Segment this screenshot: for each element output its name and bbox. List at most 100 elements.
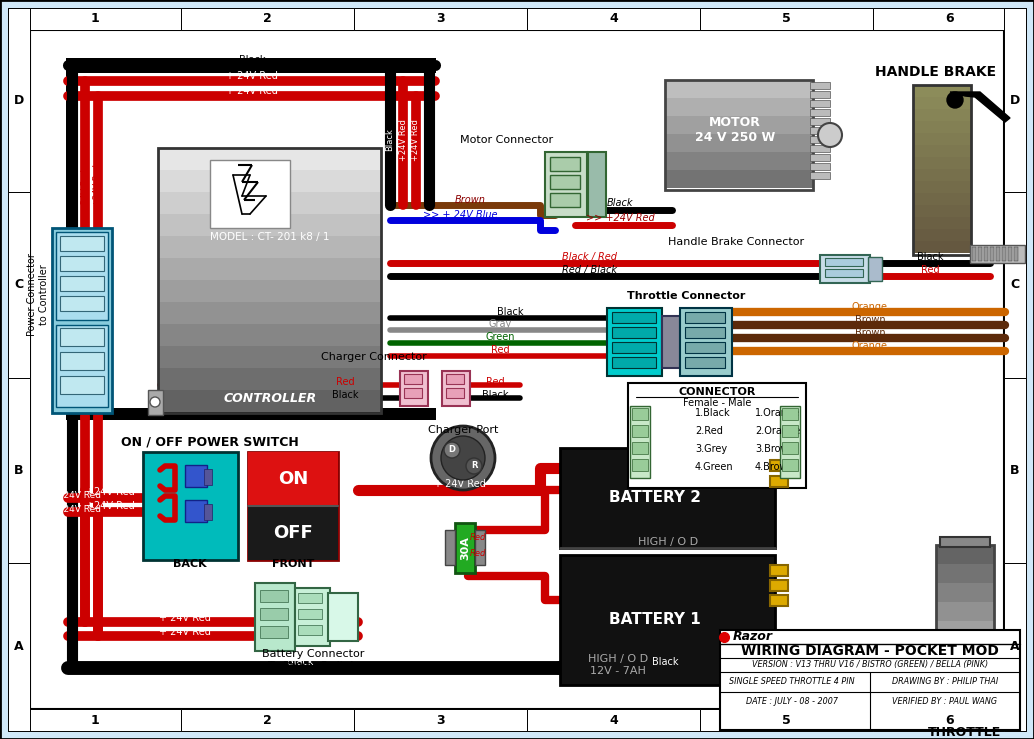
Bar (936, 545, 994, 720)
Text: THROTTLE: THROTTLE (929, 726, 1002, 738)
Bar (940, 720, 990, 730)
Bar (158, 214, 381, 236)
Bar (810, 100, 830, 107)
Bar (248, 506, 338, 560)
Bar (158, 302, 381, 324)
Text: HANDLE BRAKE: HANDLE BRAKE (876, 65, 997, 79)
Text: Handle Brake Connector: Handle Brake Connector (668, 237, 804, 247)
Bar (1004, 8, 1026, 192)
Bar (1004, 378, 1026, 563)
Text: DRAWING BY : PHILIP THAI: DRAWING BY : PHILIP THAI (892, 676, 998, 686)
Bar (66, 58, 77, 418)
Text: 3.Grey: 3.Grey (695, 444, 727, 454)
Bar (913, 133, 971, 145)
Bar (185, 465, 207, 487)
Circle shape (440, 436, 485, 480)
Bar (770, 565, 788, 576)
Bar (612, 327, 656, 338)
Bar (588, 152, 606, 217)
Bar (158, 192, 381, 214)
Bar (990, 247, 994, 261)
Bar (810, 127, 830, 134)
Text: 2.Red: 2.Red (695, 426, 723, 436)
Bar (8, 378, 30, 563)
Text: 1.Black: 1.Black (695, 408, 731, 418)
Bar (60, 328, 104, 346)
Text: CONTROLLER: CONTROLLER (223, 392, 316, 404)
Bar (810, 172, 830, 179)
Bar (260, 608, 288, 620)
Text: >> + 24V Blue: >> + 24V Blue (423, 210, 497, 220)
Bar (685, 342, 725, 353)
Bar (825, 258, 863, 266)
Bar (527, 709, 700, 731)
Polygon shape (950, 92, 1010, 122)
Bar (913, 85, 971, 97)
Bar (8, 563, 30, 731)
Bar (632, 408, 648, 420)
Bar (868, 257, 882, 281)
Bar (913, 181, 971, 193)
Bar (680, 308, 732, 376)
Bar (475, 530, 485, 565)
Text: Black: Black (651, 657, 678, 667)
Bar (248, 452, 338, 560)
Text: 3: 3 (436, 13, 445, 26)
Bar (782, 408, 798, 420)
Bar (936, 545, 994, 564)
Bar (204, 504, 212, 520)
Bar (255, 583, 295, 651)
Text: +24V Red: +24V Red (56, 505, 100, 514)
Text: ON / OFF POWER SWITCH: ON / OFF POWER SWITCH (121, 435, 299, 449)
Bar (782, 442, 798, 454)
Text: 1.Orange: 1.Orange (755, 408, 800, 418)
Bar (56, 232, 108, 320)
Text: Throttle Connector: Throttle Connector (627, 291, 746, 301)
Text: Charger Connector: Charger Connector (322, 352, 427, 362)
Circle shape (444, 442, 460, 458)
Text: MOTOR
24 V 250 W: MOTOR 24 V 250 W (695, 116, 776, 144)
Bar (936, 621, 994, 640)
Text: >> +24V Red: >> +24V Red (585, 213, 655, 223)
Text: C: C (1010, 279, 1020, 291)
Text: C: C (14, 279, 24, 291)
Bar (60, 376, 104, 394)
Text: +24V Red: +24V Red (86, 487, 134, 497)
Text: Power Connector
to Controller: Power Connector to Controller (27, 253, 49, 336)
Bar (940, 537, 990, 547)
Text: +24V Red: +24V Red (412, 119, 421, 161)
Bar (455, 523, 475, 573)
Bar (210, 160, 290, 228)
Text: 6: 6 (945, 13, 953, 26)
Bar (978, 247, 982, 261)
Bar (1014, 247, 1018, 261)
Bar (612, 342, 656, 353)
Bar (298, 625, 322, 635)
Bar (913, 97, 971, 109)
Text: B: B (14, 464, 24, 477)
Bar (158, 346, 381, 368)
Bar (810, 136, 830, 143)
Text: 4.Brown: 4.Brown (755, 462, 795, 472)
Text: 5: 5 (782, 13, 791, 26)
Circle shape (947, 92, 963, 108)
Text: 2: 2 (263, 713, 272, 726)
Bar (260, 590, 288, 602)
Bar (810, 109, 830, 116)
Bar (936, 678, 994, 697)
Text: Brown: Brown (855, 315, 885, 325)
Text: HIGH / O D: HIGH / O D (638, 537, 698, 547)
Bar (782, 459, 798, 471)
Bar (720, 630, 1020, 730)
Bar (158, 324, 381, 346)
Bar (8, 8, 181, 30)
Text: 2.Orange: 2.Orange (755, 426, 800, 436)
Bar (8, 192, 30, 378)
Bar (545, 152, 587, 217)
Text: Red / Black: Red / Black (562, 265, 617, 275)
Text: 1: 1 (90, 713, 99, 726)
Bar (56, 325, 108, 407)
Bar (550, 157, 580, 171)
Text: CONNECTOR: CONNECTOR (678, 387, 756, 397)
Bar (913, 241, 971, 253)
